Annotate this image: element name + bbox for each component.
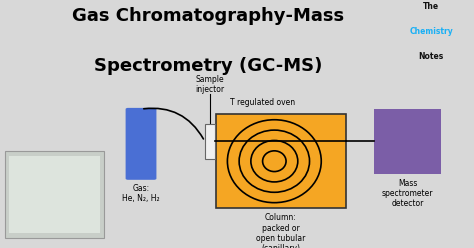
Text: Sample
injector: Sample injector — [195, 75, 225, 94]
Text: Chemistry: Chemistry — [410, 27, 453, 36]
Text: Gas Chromatography-Mass: Gas Chromatography-Mass — [73, 7, 345, 26]
Text: Spectrometry (GC-MS): Spectrometry (GC-MS) — [94, 57, 323, 75]
Bar — [216, 114, 346, 208]
Bar — [5, 151, 104, 238]
Text: Notes: Notes — [419, 52, 444, 61]
Text: The: The — [423, 2, 439, 11]
FancyBboxPatch shape — [126, 108, 156, 180]
Text: T regulated oven: T regulated oven — [230, 98, 295, 107]
Bar — [205, 124, 215, 159]
Text: Gas:
He, N₂, H₂: Gas: He, N₂, H₂ — [122, 184, 160, 203]
Bar — [9, 156, 100, 233]
Bar — [374, 109, 441, 174]
Text: Mass
spectrometer
detector: Mass spectrometer detector — [382, 179, 433, 208]
Text: Column:
packed or
open tubular
(capillary): Column: packed or open tubular (capillar… — [256, 213, 306, 248]
